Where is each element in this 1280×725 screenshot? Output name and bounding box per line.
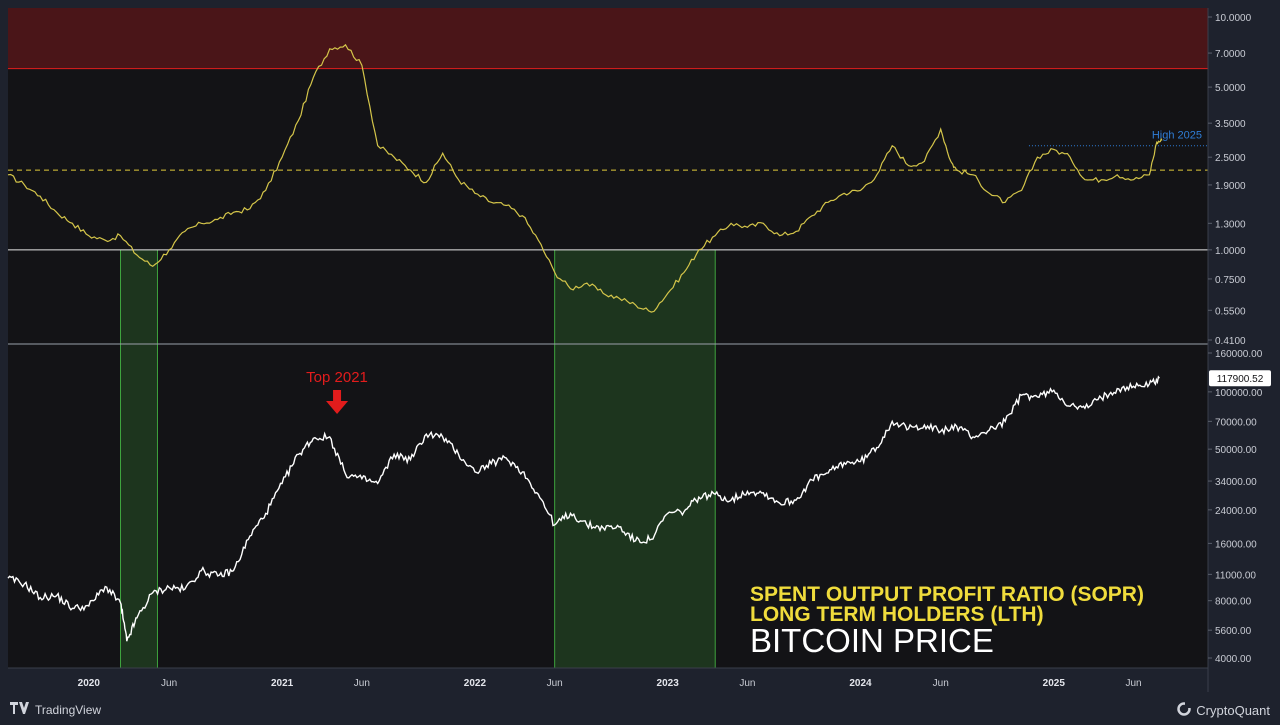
sopr-title: SPENT OUTPUT PROFIT RATIO (SOPR) [750, 583, 1144, 606]
chart-root: High 2025 Top 2021 10.0000 7.0000 5.0000 3.… [7, 8, 1271, 692]
x-axis-label: Jun [547, 678, 563, 689]
price-y-tick-label: 16000.00 [1215, 539, 1257, 550]
sopr-y-tick-label: 0.7500 [1215, 275, 1246, 286]
danger-zone [8, 8, 1208, 69]
sopr-y-tick-label: 0.4100 [1215, 336, 1246, 347]
price-series-line [7, 375, 1160, 642]
sopr-series-line [7, 43, 1163, 313]
price-title: BITCOIN PRICE [750, 622, 994, 659]
x-axis-label: 2022 [464, 678, 487, 689]
top-2021-label: Top 2021 [306, 369, 368, 386]
price-y-tick-label: 24000.00 [1215, 506, 1257, 517]
x-axis-label: 2025 [1043, 678, 1066, 689]
shaded-period [554, 250, 716, 668]
sopr-y-tick-label: 1.9000 [1215, 181, 1246, 192]
top-2021-arrow [326, 390, 349, 414]
sopr-y-tick-label: 7.0000 [1215, 49, 1246, 60]
x-axis-label: 2021 [271, 678, 294, 689]
sopr-y-tick-label: 2.5000 [1215, 153, 1246, 164]
sopr-y-tick-label: 5.0000 [1215, 83, 1246, 94]
sopr-y-tick-label: 1.0000 [1215, 246, 1246, 257]
cryptoquant-label: CryptoQuant [1196, 703, 1270, 718]
x-axis-label: Jun [161, 678, 177, 689]
sopr-panel: High 2025 [7, 43, 1208, 313]
price-y-tick-label: 34000.00 [1215, 477, 1257, 488]
price-y-tick-label: 50000.00 [1215, 445, 1257, 456]
sopr-subtitle: LONG TERM HOLDERS (LTH) [750, 603, 1044, 626]
tradingview-label: TradingView [35, 702, 102, 717]
axis-layer: 10.0000 7.0000 5.0000 3.5000 2.5000 1.9000 1.3… [78, 13, 1271, 689]
price-y-tick-label: 8000.00 [1215, 597, 1252, 608]
high-2025-label: High 2025 [1152, 130, 1202, 142]
x-axis-label: Jun [739, 678, 755, 689]
sopr-y-tick-label: 0.5500 [1215, 306, 1246, 317]
price-y-tick-label: 160000.00 [1215, 349, 1263, 360]
x-axis-label: Jun [354, 678, 370, 689]
last-price-badge [1209, 370, 1271, 387]
x-axis-label: Jun [1125, 678, 1141, 689]
price-panel: Top 2021 [7, 369, 1160, 642]
price-y-tick-label: 70000.00 [1215, 417, 1257, 428]
x-axis-label: Jun [933, 678, 949, 689]
sopr-y-tick-label: 10.0000 [1215, 13, 1252, 24]
tradingview-icon [10, 702, 30, 717]
x-axis-label: 2024 [849, 678, 872, 689]
tradingview-logo[interactable]: TradingView [10, 702, 101, 717]
x-axis-label: 2023 [657, 678, 680, 689]
footer: TradingView CryptoQuant [0, 697, 1280, 725]
price-y-tick-label: 100000.00 [1215, 388, 1263, 399]
x-axis-label: 2020 [78, 678, 101, 689]
cryptoquant-logo[interactable]: CryptoQuant [1177, 702, 1270, 719]
sopr-y-tick-label: 3.5000 [1215, 119, 1246, 130]
price-y-tick-label: 4000.00 [1215, 654, 1252, 665]
shaded-period [120, 250, 158, 668]
price-y-tick-label: 5600.00 [1215, 626, 1252, 637]
shade-layer [120, 250, 716, 668]
sopr-y-tick-label: 1.3000 [1215, 219, 1246, 230]
cryptoquant-icon [1177, 702, 1192, 719]
price-y-tick-label: 11000.00 [1215, 570, 1256, 581]
last-price-label: 117900.52 [1217, 374, 1264, 385]
